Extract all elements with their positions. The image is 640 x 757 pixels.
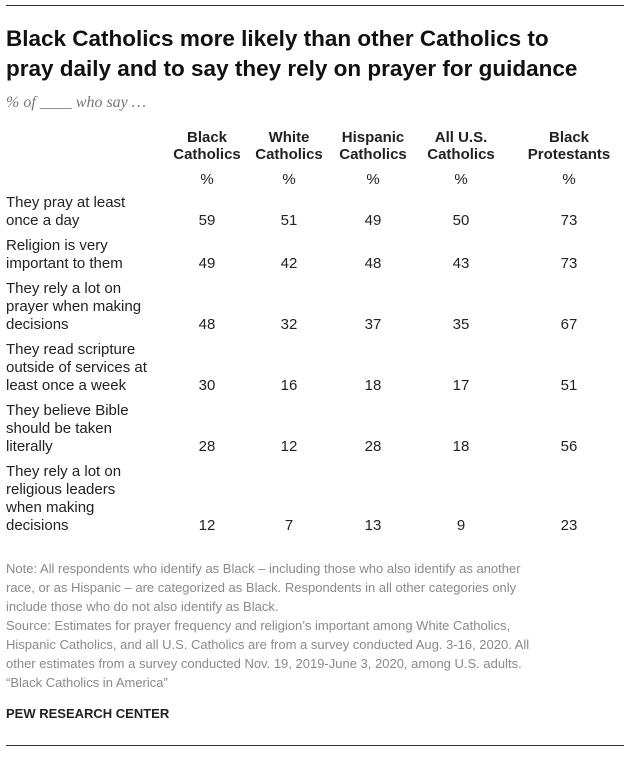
column-header-line: White (268, 129, 310, 146)
table-cell: 48 (364, 255, 382, 272)
column-header: Black Catholics (152, 129, 262, 163)
row-label-line: religious leaders (6, 481, 116, 498)
note-line: Source: Estimates for prayer frequency a… (6, 618, 511, 633)
table-cell: 49 (364, 212, 382, 229)
table-cell: 28 (198, 438, 216, 455)
column-unit: % (366, 171, 380, 188)
row-label-line: important to them (6, 255, 123, 272)
bottom-rule (6, 745, 624, 746)
column-header-line: Catholics (173, 146, 241, 163)
row-label-line: decisions (6, 517, 69, 534)
column-header: White Catholics (234, 129, 344, 163)
column-header-line: Black (186, 129, 228, 146)
row-label-line: They pray at least (6, 194, 126, 211)
row-label-line: outside of services at (6, 359, 147, 376)
note-line: other estimates from a survey conducted … (6, 656, 522, 671)
row-label-line: once a day (6, 212, 80, 229)
column-header-line: Catholics (339, 146, 407, 163)
table-cell: 18 (364, 377, 382, 394)
row-label: They believe Bible should be taken literal… (6, 402, 176, 456)
row-label-line: They read scripture (6, 341, 136, 358)
table-cell: 51 (560, 377, 578, 394)
table-cell: 12 (198, 517, 216, 534)
column-unit: % (454, 171, 468, 188)
table-cell: 50 (452, 212, 470, 229)
table-cell: 43 (452, 255, 470, 272)
row-label-line: They believe Bible (6, 402, 129, 419)
table-row: They believe Bible should be taken literal… (6, 402, 626, 456)
row-label-line: They rely a lot on (6, 463, 122, 480)
table-cell: 32 (280, 316, 298, 333)
row-label-line: Religion is very (6, 237, 108, 254)
note-line: Hispanic Catholics, and all U.S. Catholi… (6, 637, 530, 652)
table-cell: 35 (452, 316, 470, 333)
footer: PEW RESEARCH CENTER (6, 706, 170, 721)
row-label-line: should be taken (6, 420, 112, 437)
note-line: include those who do not also identify a… (6, 599, 279, 614)
row-label: They rely a lot on prayer when making deci… (6, 280, 176, 334)
column-unit: % (282, 171, 296, 188)
table-cell: 56 (560, 438, 578, 455)
table-cell: 59 (198, 212, 216, 229)
table-cell: 51 (280, 212, 298, 229)
column-unit: % (200, 171, 214, 188)
table-row: They pray at least once a day 59 51 49 50 73 (6, 194, 626, 230)
column-header-line: Catholics (255, 146, 323, 163)
row-label-line: decisions (6, 316, 69, 333)
table-cell: 37 (364, 316, 382, 333)
column-header-line: Hispanic (341, 129, 405, 146)
notes: Note: All respondents who identify as Bl… (6, 559, 529, 692)
note-line: “Black Catholics in America” (6, 675, 168, 690)
title-line: Black Catholics more likely than other C… (6, 26, 549, 51)
table-cell: 16 (280, 377, 298, 394)
table-row: Religion is very important to them 49 42 48 4… (6, 237, 626, 273)
table-row: They rely a lot on religious leaders when … (6, 463, 626, 535)
table-cell: 12 (280, 438, 298, 455)
table-cell: 28 (364, 438, 382, 455)
column-header-line: Black (548, 129, 590, 146)
table-row: They read scripture outside of services a… (6, 341, 626, 395)
table-cell: 49 (198, 255, 216, 272)
table-cell: 73 (560, 255, 578, 272)
subtitle: % of ____ who say … (6, 94, 146, 111)
table-cell: 23 (560, 517, 578, 534)
row-label-line: prayer when making (6, 298, 142, 315)
table-cell: 42 (280, 255, 298, 272)
column-header: All U.S. Catholics (406, 129, 516, 163)
column-header-line: All U.S. (434, 129, 488, 146)
table-row: They rely a lot on prayer when making deci… (6, 280, 626, 334)
title: Black Catholics more likely than other C… (6, 24, 577, 84)
table-cell: 30 (198, 377, 216, 394)
table-cell: 17 (452, 377, 470, 394)
row-label-line: They rely a lot on (6, 280, 122, 297)
table-cell: 9 (456, 517, 466, 534)
note-line: Note: All respondents who identify as Bl… (6, 561, 521, 576)
top-rule (6, 5, 624, 6)
column-header: Hispanic Catholics (318, 129, 428, 163)
column-header-line: Protestants (527, 146, 611, 163)
table-cell: 67 (560, 316, 578, 333)
row-label-line: when making (6, 499, 95, 516)
title-line: pray daily and to say they rely on praye… (6, 56, 578, 81)
table-cell: 73 (560, 212, 578, 229)
table-cell: 48 (198, 316, 216, 333)
row-label: They rely a lot on religious leaders when … (6, 463, 176, 535)
table-cell: 13 (364, 517, 382, 534)
row-label: Religion is very important to them (6, 237, 176, 273)
note-line: race, or as Hispanic – are categorized a… (6, 580, 517, 595)
row-label: They read scripture outside of services a… (6, 341, 176, 395)
row-label-line: literally (6, 438, 53, 455)
table-cell: 7 (284, 517, 294, 534)
table-cell: 18 (452, 438, 470, 455)
column-header: Black Protestants (514, 129, 624, 163)
table-body: They pray at least once a day 59 51 49 50 73 Re… (6, 194, 626, 542)
column-header-line: Catholics (427, 146, 495, 163)
row-label: They pray at least once a day (6, 194, 176, 230)
row-label-line: least once a week (6, 377, 127, 394)
column-unit: % (562, 171, 576, 188)
